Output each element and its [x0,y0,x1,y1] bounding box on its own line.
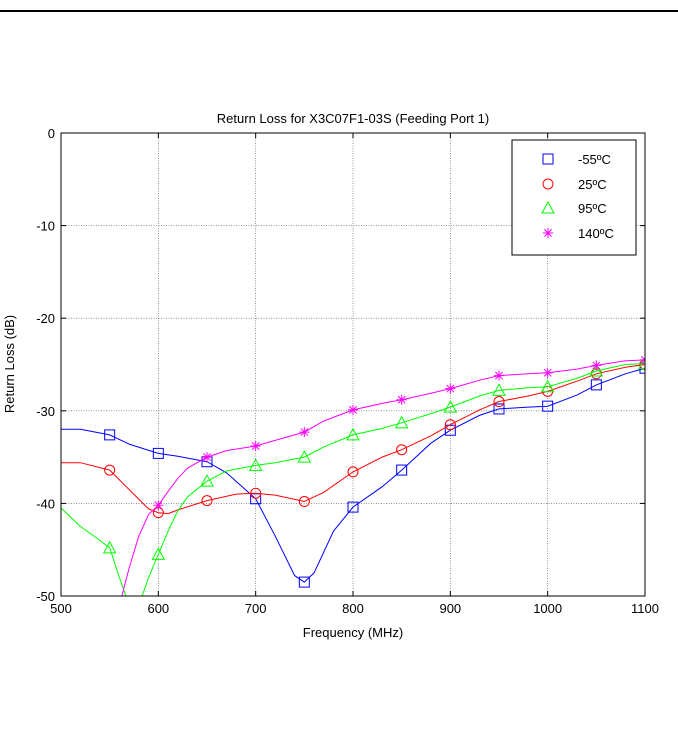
square-marker [396,464,408,476]
series-0 [61,362,645,588]
x-tick-label: 500 [50,601,72,616]
series-1 [61,359,645,519]
series-2 [61,356,645,596]
triangle-marker [297,450,312,463]
top-border-line [0,10,678,12]
circle-marker [298,496,310,508]
square-marker [347,501,359,513]
square-marker [590,379,602,391]
square-marker [542,153,554,165]
x-axis-label: Frequency (MHz) [303,625,403,640]
asterisk-marker [299,427,310,438]
x-tick-label: 900 [439,601,461,616]
y-tick-label: 0 [48,126,55,141]
square-marker [298,576,310,588]
triangle-marker [541,200,555,214]
asterisk-marker [542,367,553,378]
legend-markers [541,153,555,238]
circle-marker [347,466,359,478]
legend-label-140: 140ºC [578,226,614,241]
x-tick-label: 800 [342,601,364,616]
circle-marker [250,487,262,499]
square-marker [152,447,164,459]
x-tick-label: 1000 [533,601,562,616]
triangle-marker [394,415,409,429]
square-marker [104,429,116,441]
circle-marker [444,419,456,431]
triangle-marker [102,540,117,554]
series-line [61,367,645,583]
asterisk-marker [543,228,553,238]
series-line [121,359,645,596]
asterisk-marker [591,360,602,371]
triangle-marker [492,383,506,396]
asterisk-marker [202,452,212,463]
triangle-marker [589,363,604,377]
legend-label-95: 95ºC [578,201,607,216]
y-tick-label: -30 [36,404,55,419]
triangle-marker [248,458,263,471]
y-tick-label: -50 [36,589,55,604]
legend: -55ºC 25ºC 95ºC 140ºC [511,139,637,256]
asterisk-marker [396,394,407,405]
asterisk-marker [494,370,504,381]
x-tick-label: 600 [147,601,169,616]
square-marker [493,403,505,415]
circle-marker [104,464,116,476]
asterisk-marker [445,383,456,394]
axis-ticks: 500 600 700 800 900 1000 1100 -50 -40 -30 -20 -10 0 [36,126,659,616]
asterisk-marker [348,404,358,415]
legend-label-25: 25ºC [578,177,607,192]
legend-box [511,139,637,256]
asterisk-marker [250,440,261,451]
series-3 [121,354,645,596]
circle-marker [542,178,554,190]
triangle-marker [540,379,555,393]
circle-marker [639,359,645,370]
y-axis-label: Return Loss (dB) [2,315,17,413]
square-marker [250,493,262,505]
series-layer [61,354,645,596]
x-tick-label: 1100 [631,601,659,616]
asterisk-marker [153,500,164,511]
chart-title: Return Loss for X3C07F1-03S (Feeding Por… [217,111,489,126]
y-tick-label: -10 [36,219,55,234]
series-line [61,364,645,515]
series-line [61,363,645,596]
legend-label-minus55: -55ºC [578,152,611,167]
circle-marker [201,495,213,507]
y-tick-label: -40 [36,496,55,511]
triangle-marker [151,547,166,560]
x-tick-label: 700 [245,601,267,616]
triangle-marker [200,474,214,487]
circle-marker [493,396,505,408]
square-marker [542,400,554,412]
triangle-marker [346,427,360,441]
triangle-marker [443,400,458,413]
y-tick-label: -20 [36,311,55,326]
grid-lines [61,133,645,596]
circle-marker [396,444,408,456]
